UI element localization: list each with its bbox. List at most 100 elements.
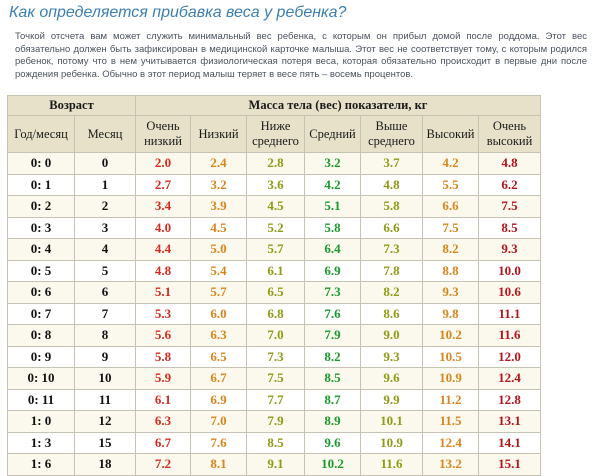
weight-value-cell: 10.1 xyxy=(360,410,423,433)
weight-value-cell: 7.5 xyxy=(422,216,479,239)
age-month-cell: 11 xyxy=(74,388,136,411)
weight-value-cell: 10.9 xyxy=(422,367,479,390)
weight-value-cell: 2.0 xyxy=(135,152,191,175)
weight-value-cell: 4.8 xyxy=(478,152,541,175)
table-row: 0: 9 9 5.8 6.5 7.3 8.2 9.3 10.5 12.0 xyxy=(7,345,541,368)
table-row: 0: 5 5 4.8 5.4 6.1 6.9 7.8 8.8 10.0 xyxy=(7,259,541,282)
weight-value-cell: 9.3 xyxy=(422,281,479,304)
weight-value-cell: 5.5 xyxy=(422,173,479,196)
age-year-month-cell: 0: 11 xyxy=(7,388,75,411)
weight-value-cell: 7.5 xyxy=(478,195,541,218)
age-year-month-cell: 0: 5 xyxy=(7,259,75,282)
weight-value-cell: 6.0 xyxy=(190,302,247,325)
weight-value-cell: 5.2 xyxy=(246,216,305,239)
weight-value-cell: 7.6 xyxy=(304,302,361,325)
weight-value-cell: 6.5 xyxy=(246,281,305,304)
weight-value-cell: 6.9 xyxy=(304,259,361,282)
weight-value-cell: 8.8 xyxy=(422,259,479,282)
age-month-cell: 12 xyxy=(74,410,136,433)
weight-value-cell: 5.8 xyxy=(360,195,423,218)
weight-value-cell: 9.3 xyxy=(360,345,423,368)
weight-value-cell: 7.9 xyxy=(246,410,305,433)
weight-value-cell: 5.6 xyxy=(135,324,191,347)
weight-value-cell: 7.9 xyxy=(304,324,361,347)
age-month-cell: 2 xyxy=(74,195,136,218)
age-month-cell: 7 xyxy=(74,302,136,325)
age-group-header: Возраст xyxy=(7,95,136,116)
age-year-month-cell: 0: 9 xyxy=(7,345,75,368)
weight-value-cell: 6.7 xyxy=(135,431,191,454)
weight-value-cell: 6.2 xyxy=(478,173,541,196)
column-header: Низкий xyxy=(190,115,247,153)
weight-value-cell: 8.5 xyxy=(304,367,361,390)
age-year-month-cell: 0: 0 xyxy=(7,152,75,175)
weight-value-cell: 5.9 xyxy=(135,367,191,390)
weight-value-cell: 10.2 xyxy=(304,453,361,476)
age-month-cell: 6 xyxy=(74,281,136,304)
weight-value-cell: 6.6 xyxy=(360,216,423,239)
weight-value-cell: 5.7 xyxy=(190,281,247,304)
table-row: 1: 6 18 7.2 8.1 9.1 10.2 11.6 13.2 15.1 xyxy=(7,453,541,476)
weight-value-cell: 7.0 xyxy=(246,324,305,347)
age-month-cell: 9 xyxy=(74,345,136,368)
weight-value-cell: 8.2 xyxy=(304,345,361,368)
weight-value-cell: 9.0 xyxy=(360,324,423,347)
weight-value-cell: 3.2 xyxy=(190,173,247,196)
article-page: Как определяется прибавка веса у ребенка… xyxy=(7,4,587,476)
weight-value-cell: 3.2 xyxy=(304,152,361,175)
weight-value-cell: 15.1 xyxy=(478,453,541,476)
column-header: Год/месяц xyxy=(7,115,75,153)
age-month-cell: 15 xyxy=(74,431,136,454)
table-row: 0: 6 6 5.1 5.7 6.5 7.3 8.2 9.3 10.6 xyxy=(7,281,541,304)
weight-value-cell: 7.2 xyxy=(135,453,191,476)
weight-value-cell: 11.6 xyxy=(478,324,541,347)
weight-value-cell: 3.7 xyxy=(360,152,423,175)
column-header: Высокий xyxy=(422,115,479,153)
weight-value-cell: 5.7 xyxy=(246,238,305,261)
weight-value-cell: 8.7 xyxy=(304,388,361,411)
weight-value-cell: 6.3 xyxy=(135,410,191,433)
weight-value-cell: 5.1 xyxy=(135,281,191,304)
table-row: 1: 3 15 6.7 7.6 8.5 9.6 10.9 12.4 14.1 xyxy=(7,431,541,454)
age-year-month-cell: 0: 2 xyxy=(7,195,75,218)
weight-value-cell: 8.1 xyxy=(190,453,247,476)
weight-value-cell: 4.0 xyxy=(135,216,191,239)
weight-value-cell: 7.3 xyxy=(246,345,305,368)
weight-value-cell: 2.7 xyxy=(135,173,191,196)
weight-value-cell: 8.9 xyxy=(304,410,361,433)
weight-value-cell: 5.8 xyxy=(135,345,191,368)
column-header: Очень высокий xyxy=(478,115,541,153)
table-row: 0: 8 8 5.6 6.3 7.0 7.9 9.0 10.2 11.6 xyxy=(7,324,541,347)
weight-value-cell: 3.4 xyxy=(135,195,191,218)
weight-value-cell: 4.4 xyxy=(135,238,191,261)
weight-value-cell: 10.0 xyxy=(478,259,541,282)
age-month-cell: 0 xyxy=(74,152,136,175)
age-month-cell: 18 xyxy=(74,453,136,476)
age-year-month-cell: 0: 3 xyxy=(7,216,75,239)
weight-value-cell: 8.2 xyxy=(360,281,423,304)
weight-value-cell: 6.5 xyxy=(190,345,247,368)
weight-value-cell: 6.3 xyxy=(190,324,247,347)
age-year-month-cell: 1: 6 xyxy=(7,453,75,476)
table-row: 0: 7 7 5.3 6.0 6.8 7.6 8.6 9.8 11.1 xyxy=(7,302,541,325)
weight-value-cell: 7.3 xyxy=(360,238,423,261)
age-month-cell: 8 xyxy=(74,324,136,347)
article-title: Как определяется прибавка веса у ребенка… xyxy=(9,4,347,21)
age-month-cell: 4 xyxy=(74,238,136,261)
table-row: 0: 4 4 4.4 5.0 5.7 6.4 7.3 8.2 9.3 xyxy=(7,238,541,261)
weight-value-cell: 2.8 xyxy=(246,152,305,175)
weight-value-cell: 9.3 xyxy=(478,238,541,261)
column-header: Выше среднего xyxy=(360,115,423,153)
weight-value-cell: 8.5 xyxy=(478,216,541,239)
column-header: Ниже среднего xyxy=(246,115,305,153)
weight-value-cell: 11.1 xyxy=(478,302,541,325)
weight-value-cell: 7.8 xyxy=(360,259,423,282)
weight-value-cell: 13.1 xyxy=(478,410,541,433)
weight-value-cell: 9.8 xyxy=(422,302,479,325)
weight-value-cell: 7.3 xyxy=(304,281,361,304)
weight-value-cell: 4.8 xyxy=(360,173,423,196)
age-year-month-cell: 0: 1 xyxy=(7,173,75,196)
weight-value-cell: 8.5 xyxy=(246,431,305,454)
mass-group-header: Масса тела (вес) показатели, кг xyxy=(135,95,541,116)
weight-value-cell: 8.2 xyxy=(422,238,479,261)
